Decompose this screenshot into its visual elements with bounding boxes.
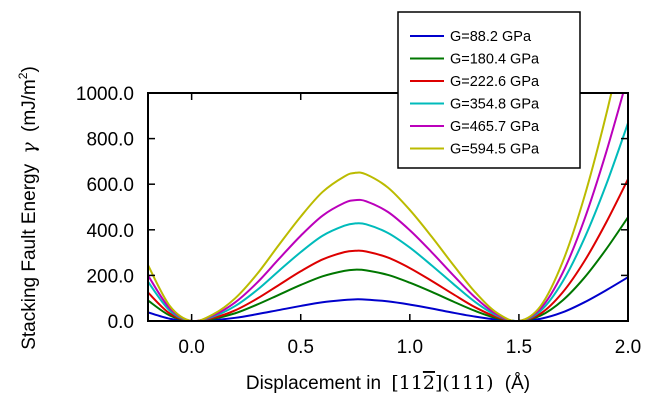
series-line-3 (148, 178, 628, 321)
legend-label-4: G=354.8 GPa (450, 97, 540, 113)
series-line-4 (148, 122, 628, 321)
legend-label-5: G=465.7 GPa (450, 119, 540, 135)
legend: G=88.2 GPa G=180.4 GPa G=222.6 GPa G=354.8 … (397, 11, 581, 169)
x-axis-label-unit: (Å) (505, 373, 530, 394)
x-axis-label-math-bar: 2 (423, 372, 435, 394)
y-axis-label-unit-open: (mJ/m (19, 79, 40, 132)
x-tick-label: 0.0 (178, 337, 204, 358)
legend-box (397, 11, 581, 169)
x-tick-label: 1.5 (506, 337, 532, 358)
y-axis-label-symbol: γ (18, 142, 40, 154)
y-tick-label: 800.0 (86, 130, 134, 151)
series-line-5 (148, 93, 625, 321)
ticks-group: 0.0 0.5 1.0 1.5 2.0 0.0 200.0 400.0 600.0 800.0 10… (76, 84, 641, 358)
x-tick-label: 1.0 (397, 337, 423, 358)
y-axis-label-unit-close: ) (19, 66, 40, 72)
x-axis-label-prefix: Displacement in (246, 373, 381, 394)
x-tick-label: 0.5 (288, 337, 314, 358)
y-tick-label: 0.0 (108, 312, 134, 333)
series-group (148, 93, 628, 321)
y-axis-label: Stacking Fault Energy γ (mJ/m2) (16, 66, 40, 350)
y-tick-label: 1000.0 (76, 84, 134, 105)
legend-label-1: G=88.2 GPa (450, 29, 532, 45)
legend-label-3: G=222.6 GPa (450, 74, 540, 90)
x-tick-label: 2.0 (615, 337, 641, 358)
x-axis-label-math: [11 (391, 372, 423, 394)
series-line-1 (148, 276, 628, 321)
y-tick-label: 600.0 (86, 175, 134, 196)
x-axis-label: Displacement in [112](111) (Å) (246, 372, 530, 394)
legend-label-6: G=594.5 GPa (450, 142, 540, 158)
y-axis-label-unit-sup: 2 (16, 72, 30, 79)
legend-label-2: G=180.4 GPa (450, 52, 540, 68)
x-axis-label-math-end: ](111) (435, 372, 494, 394)
series-line-2 (148, 216, 628, 321)
y-tick-label: 200.0 (86, 266, 134, 287)
y-axis-label-prefix: Stacking Fault Energy (19, 163, 40, 349)
series-line-6 (148, 93, 613, 321)
y-tick-label: 400.0 (86, 221, 134, 242)
plot-frame (147, 92, 629, 322)
